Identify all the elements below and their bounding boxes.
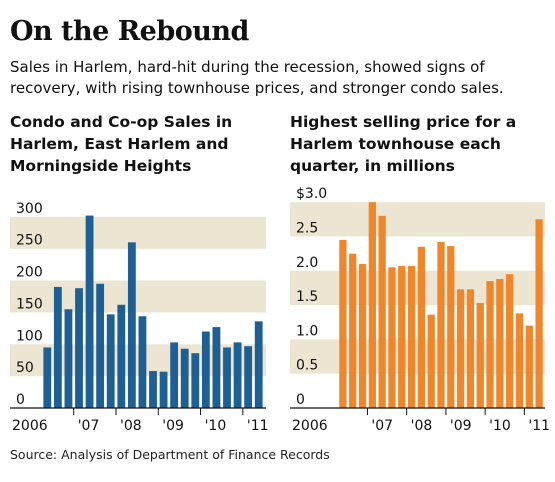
right-chart-bar — [447, 246, 455, 408]
left-chart-ytick-label: 0 — [16, 392, 25, 408]
left-chart-bar — [64, 309, 73, 408]
left-chart-band — [10, 216, 266, 249]
right-chart-xtick-label: '09 — [450, 418, 472, 434]
right-chart-bar — [506, 274, 514, 408]
left-chart-xtick-label: '07 — [78, 418, 100, 434]
right-chart-ytick-label: 2.0 — [296, 255, 318, 271]
left-chart-xtick-label: 2006 — [12, 418, 48, 434]
left-chart-xtick-label: '11 — [247, 418, 269, 434]
right-chart-xtick-label: '07 — [371, 418, 393, 434]
left-chart-bar — [117, 304, 126, 408]
right-chart-ytick-label: 0 — [296, 392, 305, 408]
left-chart-ytick-label: 150 — [16, 296, 43, 312]
left-chart-title: Condo and Co-op Sales in Harlem, East Ha… — [10, 113, 233, 175]
left-chart-bar — [223, 347, 231, 408]
page-subtitle: Sales in Harlem, hard-hit during the rec… — [10, 58, 504, 97]
left-chart-bar — [191, 353, 200, 408]
right-chart-bar — [388, 267, 396, 408]
right-chart-bar — [358, 263, 367, 408]
right-chart-ytick-label: 2.5 — [296, 220, 318, 236]
right-chart-bar — [456, 289, 465, 408]
left-chart-bar — [244, 346, 253, 408]
left-chart-bar — [43, 347, 52, 408]
right-chart-bar — [486, 281, 494, 408]
right-chart-xtick-label: '11 — [528, 418, 550, 434]
right-chart-bar — [466, 289, 475, 408]
left-chart-bar — [159, 371, 168, 408]
left-chart-bar — [233, 342, 242, 408]
right-chart-bar — [349, 253, 357, 408]
left-chart-xtick-label: '09 — [162, 418, 184, 434]
left-chart-ytick-label: 100 — [16, 328, 43, 344]
right-chart-xtick-label: '08 — [411, 418, 433, 434]
right-chart-bar — [525, 325, 533, 408]
right-chart-bar — [437, 241, 445, 408]
left-chart-bar — [85, 215, 94, 408]
right-chart-bar — [368, 202, 376, 408]
left-chart-ytick-label: 300 — [16, 201, 43, 217]
left-chart-bar — [106, 314, 115, 408]
left-chart-bar — [254, 321, 263, 408]
right-chart-bar — [417, 246, 426, 408]
right-chart-bar — [339, 239, 347, 408]
left-chart-condo-sales: 0 50 100 150 200 250 300 2006 '07 '08 '09 '10 '11 — [10, 201, 269, 434]
left-chart-ytick-label: 50 — [16, 360, 34, 376]
left-chart-bar — [75, 288, 83, 408]
source-note: Source: Analysis of Department of Financ… — [10, 447, 330, 462]
left-chart-bar — [180, 348, 189, 408]
left-chart-bar — [96, 283, 105, 408]
left-chart-bar — [127, 242, 136, 408]
left-chart-xtick-label: '10 — [205, 418, 227, 434]
left-chart-bar — [201, 331, 210, 408]
left-chart-bar — [149, 371, 157, 408]
left-chart-bar — [170, 342, 179, 408]
right-chart-townhouse-price: 0 0.5 1.0 1.5 2.0 2.5 $3.0 2006 '07 '08 '09 '10 '11 — [290, 186, 550, 434]
left-chart-bar — [53, 286, 62, 408]
left-chart-ytick-label: 250 — [16, 233, 43, 249]
left-chart-band — [10, 280, 266, 313]
right-chart-bar — [476, 303, 484, 408]
right-chart-title: Highest selling price for a Harlem townh… — [290, 113, 517, 175]
right-chart-ytick-label: $3.0 — [296, 186, 327, 202]
right-chart-ytick-label: 1.5 — [296, 289, 318, 305]
right-chart-bar — [496, 279, 504, 408]
right-chart-xtick-label: 2006 — [292, 418, 328, 434]
right-chart-bar — [427, 314, 435, 408]
right-chart-bar — [535, 219, 543, 408]
right-chart-bar — [407, 265, 416, 408]
right-chart-bar — [398, 265, 406, 408]
right-chart-band — [290, 202, 545, 237]
right-chart-ytick-label: 1.0 — [296, 323, 318, 339]
right-chart-xtick-label: '10 — [489, 418, 511, 434]
left-chart-xtick-label: '08 — [120, 418, 142, 434]
page-title: On the Rebound — [10, 16, 249, 47]
right-chart-bar — [515, 313, 524, 408]
left-chart-ytick-label: 200 — [16, 265, 43, 281]
left-chart-bar — [138, 316, 147, 408]
left-chart-bar — [212, 327, 221, 408]
right-chart-ytick-label: 0.5 — [296, 358, 318, 374]
right-chart-bar — [378, 215, 386, 408]
